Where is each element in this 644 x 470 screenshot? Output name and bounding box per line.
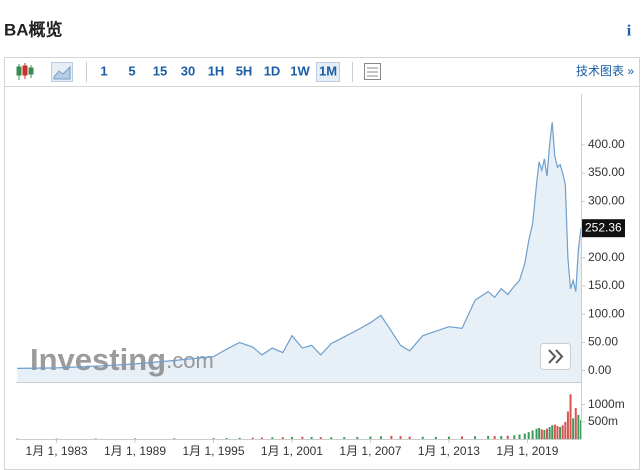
- volume-bar: [330, 437, 333, 439]
- interval-button[interactable]: 1M: [319, 63, 337, 78]
- x-tick-label: 1月 1, 2001: [261, 444, 323, 458]
- volume-bar: [460, 436, 463, 439]
- interval-button[interactable]: 5: [128, 63, 135, 78]
- volume-bar: [94, 438, 97, 439]
- x-tick-label: 1月 1, 1983: [26, 444, 88, 458]
- y-tick-label: 150.00: [588, 278, 625, 292]
- volume-bar: [474, 436, 477, 439]
- volume-bar: [421, 436, 424, 439]
- watermark-brand: Investing: [30, 342, 166, 377]
- volume-bar: [500, 435, 503, 439]
- area-icon[interactable]: [51, 62, 73, 82]
- volume-bar: [356, 436, 359, 439]
- volume-bar: [548, 426, 551, 439]
- volume-bar: [531, 430, 534, 439]
- volume-bar: [506, 435, 509, 439]
- volume-bar: [434, 436, 437, 439]
- interval-button[interactable]: 5H: [236, 63, 253, 78]
- x-tick-label: 1月 1, 1995: [182, 444, 244, 458]
- volume-bar: [408, 436, 411, 439]
- candle-icon[interactable]: [16, 63, 34, 80]
- volume-bar: [564, 421, 567, 439]
- volume-bar: [538, 428, 541, 439]
- volume-bar: [390, 435, 393, 439]
- last-price-box: [582, 219, 625, 238]
- x-tick-label: 1月 1, 1989: [104, 444, 166, 458]
- volume-bar: [134, 438, 137, 439]
- y-tick-label: 300.00: [588, 193, 625, 207]
- volume-bar: [343, 437, 346, 439]
- volume-bar: [535, 428, 538, 439]
- volume-bar: [290, 436, 293, 439]
- volume-bar: [543, 430, 546, 439]
- volume-bar: [212, 438, 215, 439]
- volume-bar: [260, 437, 263, 439]
- volume-bar: [281, 437, 284, 439]
- volume-bar: [553, 424, 556, 439]
- y-tick-label: 50.00: [588, 335, 618, 349]
- volume-bar: [556, 425, 559, 439]
- volume-bar: [513, 435, 516, 439]
- volume-bar: [399, 436, 402, 439]
- info-button[interactable]: i: [627, 23, 632, 40]
- interval-button[interactable]: 15: [153, 63, 167, 78]
- x-tick-label: 1月 1, 2007: [339, 444, 401, 458]
- settings-icon[interactable]: [364, 63, 381, 80]
- interval-button[interactable]: 1: [100, 63, 107, 78]
- volume-bar: [523, 433, 526, 439]
- interval-button[interactable]: 1W: [290, 63, 310, 78]
- price-line: [17, 122, 582, 369]
- x-tick-label: 1月 1, 2019: [496, 444, 558, 458]
- volume-bar: [369, 436, 372, 439]
- interval-button[interactable]: 30: [181, 63, 195, 78]
- volume-bar: [319, 437, 322, 439]
- volume-bar: [572, 418, 575, 439]
- volume-bar: [518, 434, 521, 439]
- volume-bar: [225, 437, 228, 439]
- volume-bar: [559, 426, 562, 439]
- volume-bar: [569, 394, 572, 439]
- last-price-label: 252.36: [585, 220, 622, 234]
- volume-bar: [574, 408, 577, 439]
- volume-bar: [310, 436, 313, 439]
- volume-bar: [238, 437, 241, 439]
- volume-bar: [379, 436, 382, 439]
- active-interval: [316, 62, 340, 82]
- volume-bar: [527, 432, 530, 439]
- volume-bar: [566, 411, 569, 439]
- y-tick-label: 0.00: [588, 363, 612, 377]
- price-area: [17, 122, 582, 382]
- volume-bar: [577, 414, 580, 439]
- volume-tick-label: 500m: [588, 414, 618, 428]
- interval-button[interactable]: 1D: [264, 63, 281, 78]
- volume-bar: [561, 425, 564, 439]
- y-tick-label: 350.00: [588, 165, 625, 179]
- x-tick-label: 1月 1, 2013: [418, 444, 480, 458]
- volume-bar: [447, 436, 450, 439]
- volume-bar: [173, 438, 176, 439]
- page-title: BA概览: [4, 19, 63, 39]
- volume-bar: [251, 437, 254, 439]
- volume-tick-label: 1000m: [588, 397, 625, 411]
- volume-bar: [545, 428, 548, 439]
- volume-bar: [301, 436, 304, 439]
- volume-bar: [493, 436, 496, 439]
- y-tick-label: 200.00: [588, 250, 625, 264]
- expand-button[interactable]: [540, 343, 571, 370]
- technical-link[interactable]: 技术图表 »: [576, 64, 634, 78]
- volume-bar: [551, 425, 554, 439]
- y-tick-label: 100.00: [588, 306, 625, 320]
- volume-bar: [271, 437, 274, 439]
- interval-button[interactable]: 1H: [208, 63, 225, 78]
- watermark: Investing.com: [30, 342, 214, 377]
- volume-bar: [540, 429, 543, 439]
- volume-bar: [487, 435, 490, 439]
- y-tick-label: 400.00: [588, 137, 625, 151]
